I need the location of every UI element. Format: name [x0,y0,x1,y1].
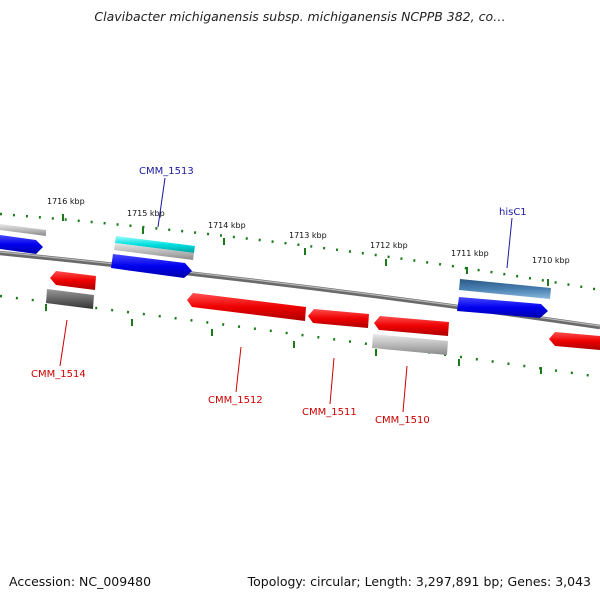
hisc1-gene [457,297,548,318]
gene-label-hisc1[interactable]: hisC1 [499,207,527,218]
inner-major-ticks [45,304,542,374]
cmm-1510-gray [372,334,448,355]
cmm-1510-gene [374,316,449,336]
kbp-label-1710: 1710 kbp [532,256,570,265]
cmm-1514-leader [59,319,68,367]
kbp-label-1715: 1715 kbp [127,209,165,218]
map-title: Clavibacter michiganensis subsp. michiga… [94,9,506,24]
forward-gene-left [0,235,43,254]
gene-label-cmm-1512[interactable]: CMM_1512 [208,395,263,406]
cmm-1512-gene [187,293,306,321]
cmm-1511-leader [329,357,335,405]
kbp-label-1714: 1714 kbp [208,221,246,230]
hisc1-leader [506,217,513,269]
gene-label-cmm-1513[interactable]: CMM_1513 [139,166,194,177]
cmm-1514-dark [46,289,94,309]
cmm-1513-gray [114,243,194,260]
kbp-label-1711: 1711 kbp [451,249,489,258]
gene-label-cmm-1514[interactable]: CMM_1514 [31,369,86,380]
cmm-1512-leader [235,346,242,393]
gene-label-cmm-1511[interactable]: CMM_1511 [302,407,357,418]
cmm-1514-gene [50,271,96,290]
right-reverse-gene [549,332,600,350]
accession-text: Accession: NC_009480 [9,574,152,589]
cmm-1513-gene [111,254,192,278]
kbp-label-1712: 1712 kbp [370,241,408,250]
cmm-1511-gene [308,309,369,328]
hisc1-feature [459,279,551,299]
cmm-1510-leader [402,365,408,413]
outer-major-ticks [62,214,549,286]
left-gray-feature-outer [0,224,46,236]
kbp-label-1713: 1713 kbp [289,231,327,240]
cmm-1513-highlight [115,236,195,253]
kbp-label-1716: 1716 kbp [47,197,85,206]
gene-label-cmm-1510[interactable]: CMM_1510 [375,415,430,426]
cmm-1513-leader [157,177,166,228]
genome-summary-text: Topology: circular; Length: 3,297,891 bp… [247,574,591,589]
